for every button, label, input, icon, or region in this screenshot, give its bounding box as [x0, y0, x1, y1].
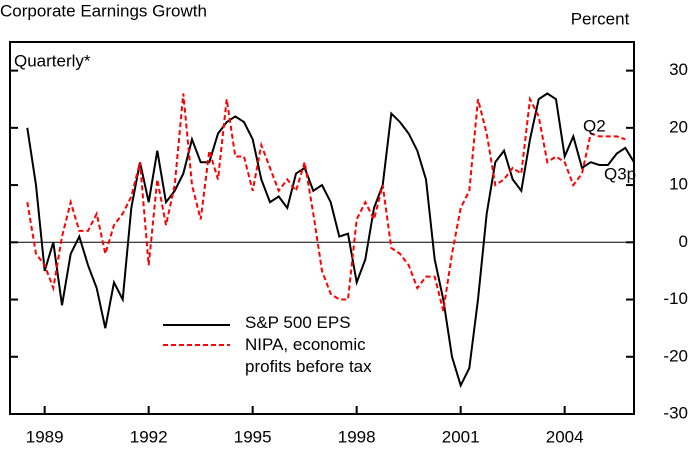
series-line	[26, 92, 635, 389]
y-tick-label: 10	[669, 175, 688, 194]
chart-title: Corporate Earnings Growth	[0, 1, 207, 20]
x-tick-label: 1992	[130, 427, 168, 446]
x-tick-label: 1989	[26, 427, 64, 446]
legend-label: NIPA, economic profits before tax	[245, 335, 372, 376]
x-tick-label: 1995	[234, 427, 272, 446]
plot-frame	[9, 41, 635, 415]
series-line	[26, 93, 626, 312]
x-tick-label: 2004	[546, 427, 584, 446]
y-tick-label: 20	[669, 117, 688, 136]
x-tick-label: 1998	[338, 427, 376, 446]
x-tick-label: 2001	[442, 427, 480, 446]
frequency-note: Quarterly*	[14, 51, 91, 70]
end-label: Q2	[583, 116, 606, 135]
y-axis-label: Percent	[571, 9, 630, 28]
y-tick-label: -30	[663, 403, 688, 422]
y-tick-label: 0	[679, 232, 688, 251]
y-tick-label: -20	[663, 346, 688, 365]
legend-label: S&P 500 EPS	[245, 313, 351, 332]
y-tick-label: -10	[663, 289, 688, 308]
y-tick-label: 30	[669, 60, 688, 79]
end-label: Q3p	[604, 164, 636, 183]
